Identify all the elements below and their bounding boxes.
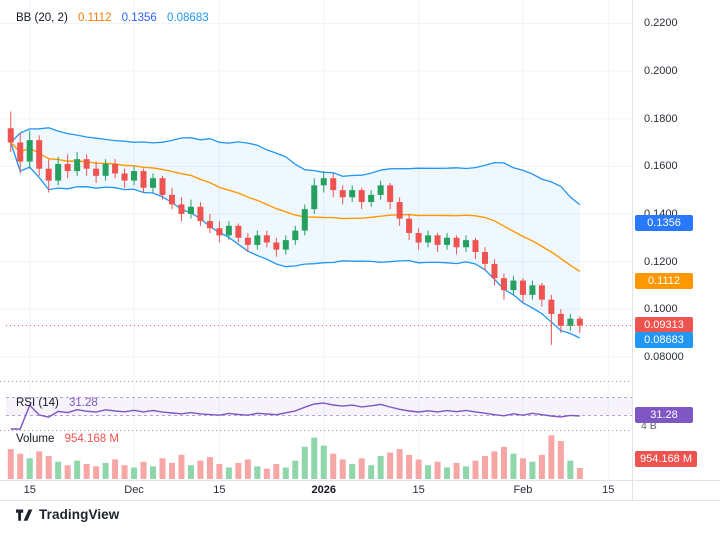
time-tick-label: 15 <box>412 484 425 496</box>
volume-title: Volume <box>16 433 55 445</box>
indicator-legend-volume[interactable]: Volume 954.168 M <box>16 433 119 445</box>
price-axis-label: 0.1000 <box>644 303 678 316</box>
tradingview-attribution[interactable]: TradingView <box>16 507 119 522</box>
price-axis[interactable]: 0.2200 0.2000 0.1800 0.1600 0.1400 0.1200 0.10… <box>632 0 720 480</box>
indicator-legend-bb[interactable]: BB (20, 2) 0.1112 0.1356 0.08683 <box>16 12 209 24</box>
price-axis-label: 0.2000 <box>644 65 678 78</box>
rsi-current-value: 31.28 <box>69 397 98 409</box>
volume-current-value: 954.168 M <box>64 433 119 445</box>
time-tick-label: Dec <box>124 484 144 496</box>
time-tick-label: Feb <box>513 484 533 496</box>
volume-axis-max-label: 4 B <box>641 420 657 432</box>
indicator-legend-rsi[interactable]: RSI (14) 31.28 <box>16 397 98 409</box>
tradingview-logo-icon <box>16 508 33 522</box>
bb-basis-value: 0.1112 <box>77 12 112 24</box>
price-badge-bb-upper: 0.1356 <box>635 215 693 232</box>
rsi-title: RSI (14) <box>16 397 59 409</box>
tradingview-brand-text: TradingView <box>39 507 120 522</box>
price-badge-last-price: 0.09313 <box>635 316 693 333</box>
price-axis-label: 0.1600 <box>644 160 678 173</box>
price-badge-bb-lower: 0.08683 <box>635 331 693 348</box>
price-axis-label: 0.2200 <box>644 17 678 30</box>
time-tick-label: 15 <box>213 484 226 496</box>
time-tick-label: 15 <box>23 484 36 496</box>
bb-title: BB (20, 2) <box>16 12 68 24</box>
time-tick-label: 15 <box>602 484 615 496</box>
bb-upper-value: 0.1356 <box>121 12 157 24</box>
price-axis-label: 0.1800 <box>644 112 678 125</box>
bb-lower-value: 0.08683 <box>167 12 209 24</box>
price-axis-label: 0.1200 <box>644 255 678 268</box>
time-axis[interactable]: 15 Dec 15 2026 15 Feb 15 <box>0 481 632 500</box>
time-tick-label: 2026 <box>311 484 336 496</box>
price-badge-bb-basis: 0.1112 <box>635 273 693 290</box>
volume-value-badge: 954.168 M <box>635 451 697 467</box>
price-axis-label: 0.08000 <box>644 350 684 363</box>
rsi-value-badge: 31.28 <box>635 406 693 423</box>
